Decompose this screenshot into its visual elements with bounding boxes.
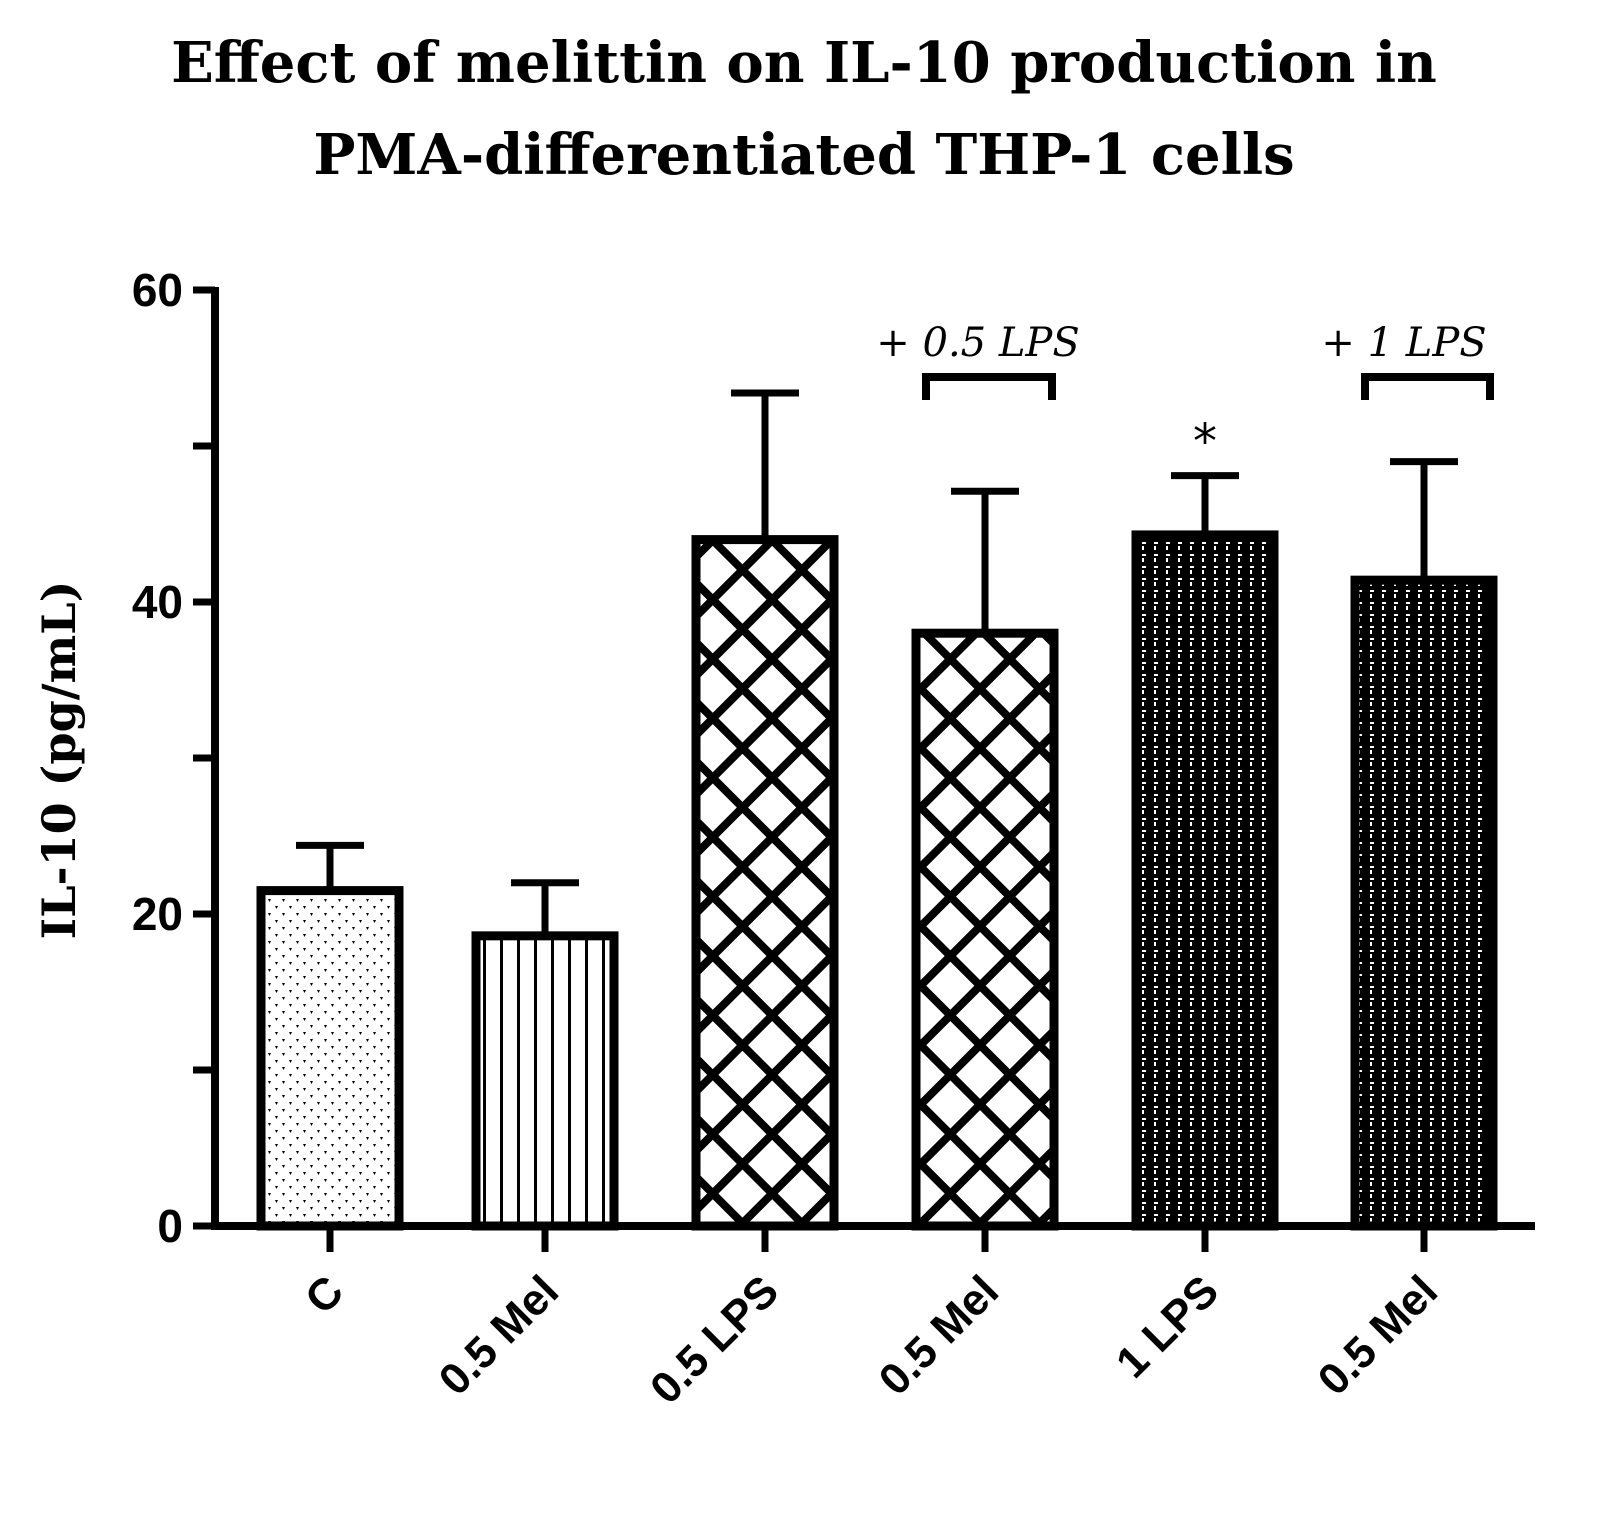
bracket-label-1: + 0.5 LPS — [876, 320, 1079, 366]
y-tick-label: 0 — [157, 1200, 183, 1252]
chart-title-line1: Effect of melittin on IL-10 production i… — [171, 30, 1437, 96]
bar-4 — [1131, 530, 1279, 1231]
x-tick-label: 0.5 Mel — [430, 1266, 568, 1404]
y-tick-label: 20 — [132, 888, 183, 940]
y-axis-label: IL-10 (pg/mL) — [32, 581, 86, 940]
x-tick-label: 0.5 Mel — [1309, 1266, 1447, 1404]
bracket-2 — [1361, 373, 1494, 400]
bracket-1 — [922, 373, 1056, 400]
x-tick-label: 0.5 LPS — [641, 1266, 788, 1413]
x-tick-label: 1 LPS — [1107, 1266, 1228, 1387]
bar-5 — [1350, 575, 1498, 1231]
y-tick-label: 40 — [132, 576, 183, 628]
chart-title-line2: PMA-differentiated THP-1 cells — [313, 122, 1295, 188]
significance-asterisk: * — [1193, 414, 1217, 470]
x-tick-label: 0.5 Mel — [870, 1266, 1008, 1404]
bar-2 — [691, 535, 839, 1231]
bracket-label-2: + 1 LPS — [1321, 320, 1486, 366]
bar-0 — [256, 886, 404, 1231]
y-tick-label: 60 — [132, 264, 183, 316]
bar-1 — [471, 931, 619, 1231]
bar-3 — [911, 628, 1059, 1231]
x-tick-label: C — [296, 1266, 353, 1323]
